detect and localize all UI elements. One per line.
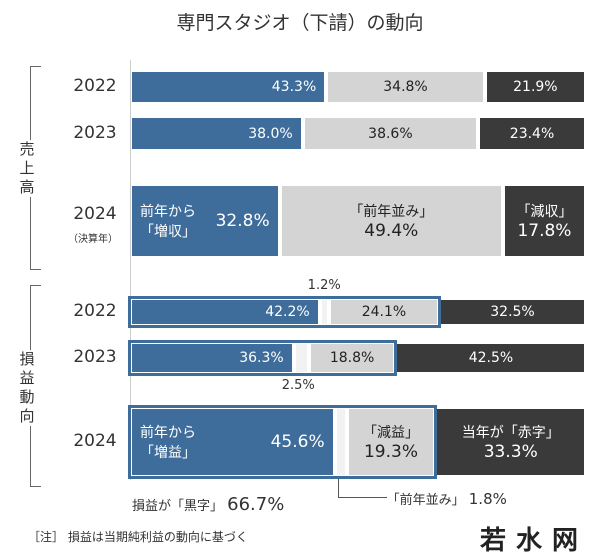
year-label: 2022 [73,76,117,96]
segment-caption: 前年から 「増益」 [140,425,196,461]
data-label: 24.1% [361,304,407,320]
segment-caption: 前年から 「増収」 [140,204,196,240]
flat-value: 1.8% [468,490,507,508]
profit-outline [128,340,398,376]
data-label: 21.9% [513,79,558,95]
data-label: 42.2% [265,304,310,320]
sales-group-label: 売上高 [18,140,36,197]
bar-segment-dark: 「減収」 17.8% [504,186,584,256]
data-label: 17.8% [517,221,572,241]
data-label: 45.6% [270,432,325,452]
bar-segment-dark: 当年が「赤字」 33.3% [437,409,584,475]
bar-segment-blue: 36.3% [132,344,292,372]
data-label: 43.3% [271,79,317,95]
year-label: 2023 [73,347,117,367]
segment-caption: 当年が「赤字」 [461,425,560,441]
profit-group-label: 損益動向 [18,350,36,426]
bar-segment-gray: 「前年並み」 49.4% [281,186,501,256]
footnote: ［注］ 損益は当期純利益の動向に基づく [28,530,248,544]
chart-title: 専門スタジオ（下請）の動向 [176,12,424,34]
bar-segment-blue: 43.3% [132,72,325,102]
bar-segment-blue: 38.0% [132,118,301,149]
data-label: 38.0% [248,125,293,142]
bar-segment-blue: 42.2% [132,300,318,324]
bar-segment-dark: 21.9% [486,72,584,102]
year-note: （決算年） [68,234,118,245]
bar-segment-gray: 18.8% [310,344,394,372]
bar-segment-blue: 前年から 「増益」 45.6% [132,409,333,475]
flat-annotation: 「前年並み」 1.8% [386,490,507,508]
data-label: 19.3% [363,442,418,462]
bar-segment-gray: 38.6% [304,118,477,149]
bar-segment-dark: 32.5% [441,300,584,324]
segment-caption: 「減収」 [516,204,573,220]
flat-annotation: 1.2% [307,278,341,293]
data-label: 42.5% [468,350,514,366]
data-label: 32.8% [215,211,270,231]
bar-segment-dark: 23.4% [480,118,584,149]
data-label: 34.8% [383,79,428,95]
data-label: 36.3% [239,350,284,366]
profit-outline [128,405,438,479]
bar-segment-gray: 「減益」 19.3% [348,409,434,475]
data-label: 23.4% [509,125,555,142]
segment-caption: 「減益」 [363,425,419,441]
bar-segment-dark: 42.5% [397,344,585,372]
black-value: 66.7% [227,494,285,515]
leader-line [337,479,387,498]
bar-segment-flat [336,409,345,475]
data-label: 38.6% [368,125,413,142]
flat-annotation: 2.5% [281,378,315,393]
bar-segment-flat [321,300,327,324]
year-label: 2022 [73,301,117,321]
data-label: 18.8% [329,350,375,366]
segment-caption: 「前年並み」 [349,204,434,220]
data-label: 32.5% [490,304,535,320]
bar-segment-flat [295,344,307,372]
axis-line [130,60,131,480]
profit-outline [128,296,441,328]
year-label: 2024 [73,431,117,451]
bar-segment-blue: 前年から 「増収」 32.8% [132,186,278,256]
data-label: 33.3% [483,442,538,462]
year-label: 2023 [73,122,117,143]
bar-segment-gray: 24.1% [330,300,437,324]
data-label: 49.4% [364,221,419,241]
watermark-logo: 若水网 [480,526,589,556]
year-label: 2024 [73,204,117,224]
black-label: 損益が「黒字」 [132,499,224,514]
bar-segment-gray: 34.8% [328,72,483,102]
black-annotation: 損益が「黒字」 66.7% [132,494,284,515]
